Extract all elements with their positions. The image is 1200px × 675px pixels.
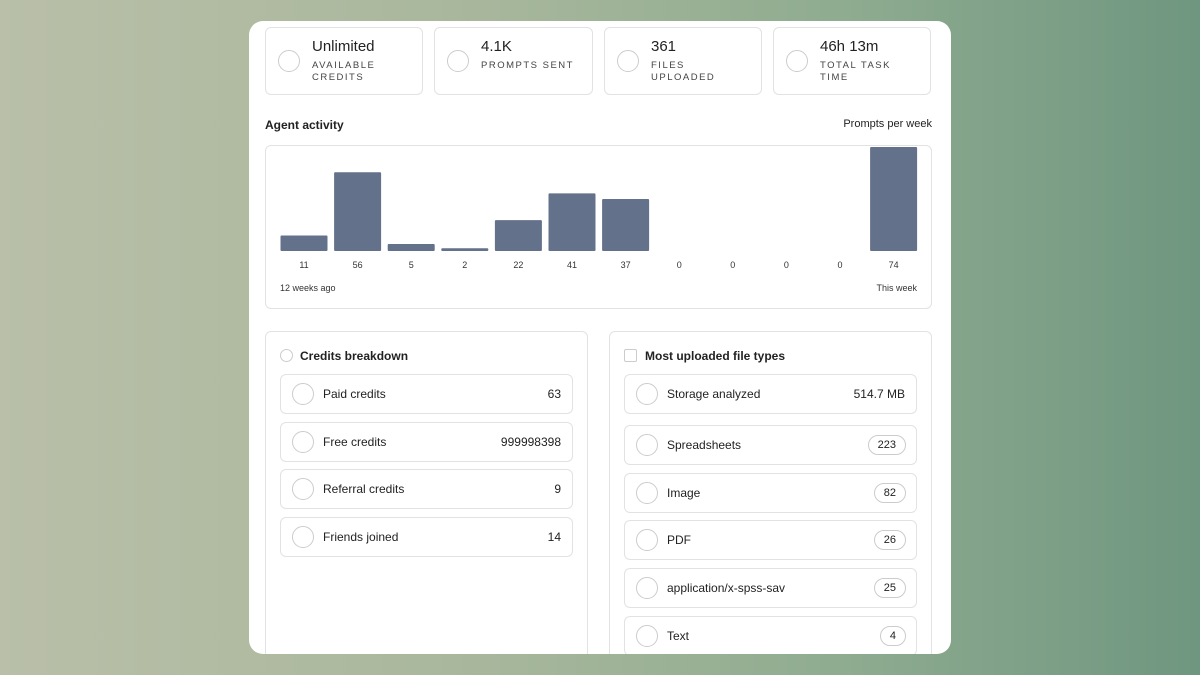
value-label: 37 — [621, 260, 631, 270]
value-label: 56 — [353, 260, 363, 270]
value-label: 74 — [889, 260, 899, 270]
bar — [548, 193, 596, 251]
row-icon — [636, 625, 658, 647]
file-row: Spreadsheets 223 — [624, 425, 917, 465]
stat-label: PROMPTS SENT — [481, 60, 574, 71]
row-icon — [636, 434, 658, 456]
row-value: 999998398 — [500, 435, 561, 449]
panel-title: Credits breakdown — [300, 349, 409, 363]
row-icon — [636, 383, 658, 405]
bar — [602, 199, 650, 251]
file-row: application/x-spss-sav 25 — [624, 568, 917, 608]
row-label: application/x-spss-sav — [667, 581, 786, 595]
row-icon — [292, 478, 314, 500]
file-row: Text 4 — [624, 616, 917, 654]
stat-icon — [786, 50, 808, 72]
value-label: 11 — [299, 260, 308, 270]
stat-value: Unlimited — [312, 38, 375, 55]
bar — [441, 248, 489, 251]
credit-row: Free credits 999998398 — [280, 422, 573, 462]
stat-icon — [278, 50, 300, 72]
row-value: 63 — [547, 387, 561, 401]
credit-row: Friends joined 14 — [280, 517, 573, 557]
row-label: Free credits — [323, 435, 387, 449]
row-label: Friends joined — [323, 530, 399, 544]
row-label: Spreadsheets — [667, 438, 742, 452]
row-label: Storage analyzed — [667, 387, 761, 401]
row-icon — [292, 526, 314, 548]
row-icon — [636, 482, 658, 504]
bar — [280, 235, 328, 251]
stat-value: 4.1K — [481, 38, 512, 55]
value-label: 41 — [567, 260, 577, 270]
stat-box: 46h 13m TOTAL TASK TIME — [773, 27, 931, 95]
stat-icon — [617, 50, 639, 72]
row-icon — [292, 383, 314, 405]
row-value: 14 — [547, 530, 561, 544]
bar — [494, 220, 542, 251]
row-icon — [636, 529, 658, 551]
count-badge: 4 — [879, 626, 906, 646]
row-value: 514.7 MB — [853, 387, 905, 401]
value-label: 0 — [784, 260, 789, 270]
stats-card: Agent activity Prompts per week 11 56 5 2 22… — [249, 21, 951, 654]
row-value: 9 — [554, 482, 561, 496]
row-label: Paid credits — [323, 387, 386, 401]
count-badge: 25 — [873, 578, 906, 598]
panel-icon — [280, 349, 293, 362]
panel-icon — [624, 349, 637, 362]
stat-label: TOTAL TASK TIME — [820, 60, 891, 83]
value-label: 5 — [409, 260, 414, 270]
value-label: 0 — [730, 260, 735, 270]
files-panel: Most uploaded file types Storage analyze… — [609, 331, 932, 654]
row-label: PDF — [667, 533, 691, 547]
row-label: Image — [667, 486, 701, 500]
axis-label: 12 weeks ago — [280, 283, 336, 293]
stat-value: 361 — [651, 38, 677, 55]
row-icon — [292, 431, 314, 453]
value-label: 0 — [677, 260, 682, 270]
count-badge: 82 — [873, 483, 906, 503]
panel-title: Most uploaded file types — [645, 349, 786, 363]
axis-label: This week — [876, 283, 917, 293]
value-label: 2 — [462, 260, 467, 270]
bar — [334, 172, 382, 251]
count-badge: 26 — [873, 530, 906, 550]
file-row: Image 82 — [624, 473, 917, 513]
credits-panel: Credits breakdown Paid credits 63 Free cre… — [265, 331, 588, 654]
stat-label: FILES UPLOADED — [651, 60, 716, 83]
credit-row: Paid credits 63 — [280, 374, 573, 414]
stat-value: 46h 13m — [820, 38, 879, 55]
value-label: 0 — [837, 260, 842, 270]
section-title: Agent activity — [265, 118, 344, 132]
stat-box: Unlimited AVAILABLE CREDITS — [265, 27, 423, 95]
stat-icon — [447, 50, 469, 72]
bar — [870, 147, 918, 251]
row-icon — [636, 577, 658, 599]
stat-box: 4.1K PROMPTS SENT — [434, 27, 593, 95]
section-subtitle: Prompts per week — [843, 118, 932, 130]
credit-row: Referral credits 9 — [280, 469, 573, 509]
value-label: 22 — [513, 260, 523, 270]
count-badge: 223 — [867, 435, 906, 455]
stat-label: AVAILABLE CREDITS — [312, 60, 376, 83]
bar — [387, 243, 435, 251]
stat-box: 361 FILES UPLOADED — [604, 27, 762, 95]
chart-box: 11 56 5 2 22 41 37 0 0 0 0 74 12 weeks ago This week — [265, 145, 932, 309]
row-label: Text — [667, 629, 690, 643]
row-label: Referral credits — [323, 482, 405, 496]
storage-row: Storage analyzed 514.7 MB — [624, 374, 917, 414]
file-row: PDF 26 — [624, 520, 917, 560]
